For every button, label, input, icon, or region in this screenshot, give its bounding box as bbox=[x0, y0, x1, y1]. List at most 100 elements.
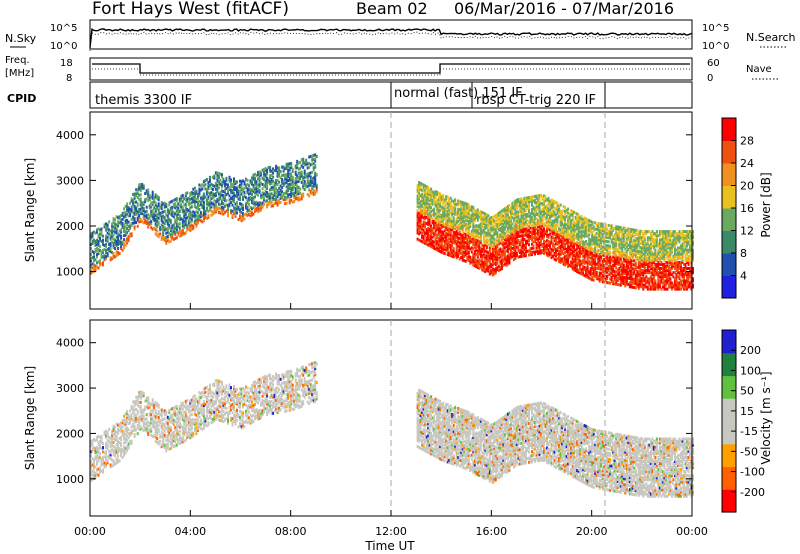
power-cell bbox=[491, 234, 494, 238]
power-cell bbox=[576, 222, 579, 226]
power-cell bbox=[496, 245, 499, 249]
power-cell bbox=[111, 224, 114, 228]
power-cell bbox=[300, 195, 303, 199]
power-cell bbox=[580, 268, 583, 272]
power-cell bbox=[416, 211, 419, 214]
power-cell bbox=[552, 236, 554, 240]
power-cell bbox=[434, 192, 437, 196]
power-cell bbox=[556, 205, 559, 209]
power-cell bbox=[488, 219, 491, 223]
power-cell bbox=[577, 260, 580, 264]
power-cell bbox=[236, 211, 238, 215]
power-cell bbox=[461, 209, 464, 213]
power-cell bbox=[476, 263, 479, 267]
power-cell bbox=[583, 267, 586, 271]
power-cell bbox=[202, 215, 205, 219]
power-cell bbox=[511, 226, 514, 230]
power-cell bbox=[601, 263, 604, 267]
power-cell bbox=[231, 197, 234, 201]
power-cell bbox=[550, 241, 553, 245]
power-cell bbox=[108, 228, 111, 232]
power-cell bbox=[293, 195, 296, 199]
power-cell bbox=[249, 181, 252, 185]
power-cell bbox=[570, 262, 573, 266]
power-cell bbox=[416, 237, 419, 241]
power-cell bbox=[183, 223, 186, 227]
power-cell bbox=[448, 229, 451, 232]
power-cell bbox=[625, 280, 628, 284]
power-cell bbox=[189, 193, 192, 197]
power-cell bbox=[538, 225, 541, 228]
power-cell bbox=[524, 202, 527, 206]
nsearch-label: N.Search bbox=[746, 31, 796, 44]
power-cell bbox=[168, 226, 171, 229]
power-cell bbox=[463, 214, 466, 217]
power-cell bbox=[597, 250, 600, 254]
power-cell bbox=[196, 201, 199, 204]
power-cell bbox=[571, 261, 574, 265]
power-cell bbox=[248, 188, 250, 192]
power-cell bbox=[521, 221, 524, 225]
power-cell bbox=[442, 220, 445, 224]
power-cell bbox=[517, 234, 520, 238]
power-cell bbox=[291, 188, 294, 192]
power-cell bbox=[448, 251, 451, 255]
power-cell bbox=[618, 271, 621, 274]
power-cell bbox=[491, 246, 494, 250]
power-cell bbox=[615, 282, 618, 286]
power-cell bbox=[550, 254, 553, 257]
power-cell bbox=[520, 222, 523, 226]
power-cell bbox=[618, 258, 621, 262]
power-cell bbox=[570, 225, 573, 229]
power-cell bbox=[242, 206, 244, 209]
power-cell bbox=[115, 235, 118, 239]
power-cell bbox=[478, 252, 481, 256]
power-cell bbox=[243, 182, 246, 186]
power-cell bbox=[424, 186, 427, 190]
power-cell bbox=[562, 260, 565, 264]
power-cell bbox=[287, 168, 290, 172]
power-cell bbox=[418, 232, 421, 236]
power-cell bbox=[532, 195, 535, 199]
power-cell bbox=[258, 190, 261, 194]
power-cell bbox=[96, 238, 98, 242]
power-cell bbox=[585, 274, 588, 278]
power-cell bbox=[520, 197, 523, 201]
power-cell bbox=[255, 190, 258, 194]
power-cell bbox=[484, 259, 487, 263]
power-cell bbox=[230, 188, 232, 192]
power-cell bbox=[430, 245, 433, 249]
power-cell bbox=[115, 229, 118, 233]
power-cell bbox=[260, 171, 263, 175]
power-cell bbox=[574, 256, 577, 260]
power-cell bbox=[491, 224, 494, 228]
power-cell bbox=[248, 196, 250, 200]
power-cell bbox=[494, 261, 497, 265]
power-cell bbox=[594, 254, 597, 258]
power-cell bbox=[102, 240, 104, 244]
power-cell bbox=[460, 200, 463, 204]
power-cell bbox=[598, 273, 601, 277]
power-cell bbox=[555, 213, 557, 217]
power-cell bbox=[124, 225, 127, 229]
beam-label: Beam 02 bbox=[356, 0, 428, 18]
power-cell bbox=[227, 189, 229, 193]
power-cell bbox=[586, 263, 589, 267]
power-cell bbox=[624, 226, 627, 230]
power-cell bbox=[561, 243, 564, 247]
power-cell bbox=[624, 259, 627, 263]
power-cell bbox=[615, 274, 618, 278]
power-cell bbox=[425, 228, 428, 232]
power-cell bbox=[296, 192, 299, 196]
power-cell bbox=[520, 234, 523, 238]
power-cell bbox=[269, 176, 272, 180]
power-cell bbox=[479, 255, 482, 259]
power-cell bbox=[264, 193, 267, 197]
power-cell bbox=[574, 258, 577, 262]
power-cell bbox=[233, 185, 235, 189]
power-cell bbox=[284, 202, 287, 206]
power-cell bbox=[528, 239, 530, 243]
power-cell bbox=[496, 223, 499, 226]
power-cell bbox=[594, 239, 597, 243]
power-cell bbox=[162, 214, 165, 218]
